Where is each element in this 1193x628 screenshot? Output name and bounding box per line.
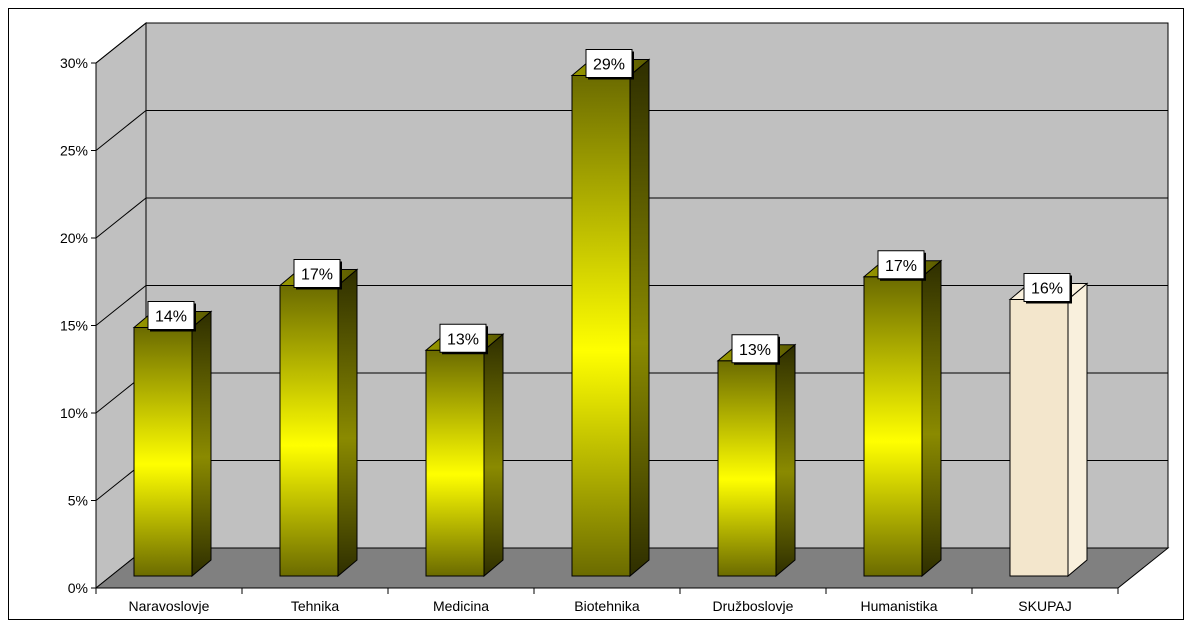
data-label: 14% — [155, 309, 187, 326]
data-label: 13% — [447, 331, 479, 348]
x-tick-label: Naravoslovje — [129, 598, 210, 614]
bar-side — [629, 58, 650, 578]
y-tick-label: 15% — [60, 318, 88, 334]
bar: 29% — [570, 49, 651, 578]
y-tick-label: 0% — [68, 580, 88, 596]
bar-front — [133, 327, 193, 577]
data-label-box — [585, 49, 633, 78]
gridline — [95, 22, 1168, 64]
bar-side — [921, 259, 942, 578]
bar-side — [337, 268, 358, 578]
data-label-box — [147, 301, 195, 330]
data-label-box — [439, 323, 487, 353]
data-label: 29% — [593, 57, 625, 74]
gridline — [95, 110, 1168, 151]
x-tick-label: Medicina — [433, 598, 489, 614]
bar: 13% — [424, 323, 505, 578]
bar-front — [571, 75, 631, 577]
data-label: 13% — [739, 342, 771, 359]
y-tick-label: 5% — [68, 493, 88, 509]
bar-front — [717, 360, 777, 577]
x-tick-label: Biotehnika — [574, 598, 640, 614]
x-tick-label: Humanistika — [860, 598, 937, 614]
bar: 14% — [132, 301, 213, 578]
bar-front — [1009, 299, 1069, 577]
bar-front — [863, 276, 923, 577]
bar-side — [483, 333, 504, 578]
data-label: 17% — [885, 258, 917, 275]
bar-front — [279, 285, 339, 577]
bar-front — [425, 349, 485, 577]
data-label: 16% — [1031, 281, 1063, 298]
gridline — [95, 285, 1168, 326]
gridline — [95, 197, 1168, 239]
bar-side — [775, 343, 796, 578]
y-tick-label: 30% — [60, 55, 88, 71]
data-label-box — [877, 250, 925, 280]
data-label: 17% — [301, 267, 333, 284]
bar-side — [1067, 282, 1088, 578]
data-label-box — [731, 334, 779, 364]
x-tick-label: SKUPAJ — [1018, 598, 1071, 614]
bar: 16% — [1008, 273, 1089, 578]
x-tick-label: Družboslovje — [713, 598, 794, 614]
y-tick-label: 10% — [60, 405, 88, 421]
bar: 17% — [862, 250, 943, 578]
y-tick-label: 20% — [60, 230, 88, 246]
bar: 13% — [716, 334, 797, 578]
bar-side — [191, 310, 212, 578]
data-label-box — [293, 259, 341, 288]
data-label-box — [1023, 273, 1071, 302]
bar: 17% — [278, 259, 359, 578]
x-tick-label: Tehnika — [291, 598, 339, 614]
y-tick-label: 25% — [60, 143, 88, 159]
